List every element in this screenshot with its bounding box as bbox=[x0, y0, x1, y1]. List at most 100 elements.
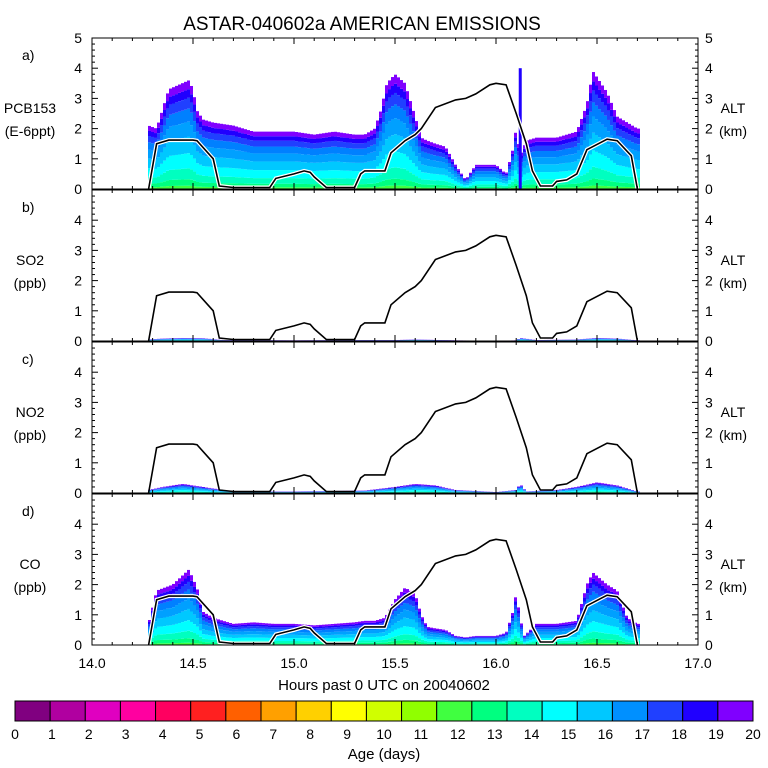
stack-segment bbox=[403, 485, 406, 487]
stack-segment bbox=[472, 171, 475, 174]
stack-segment bbox=[625, 132, 628, 140]
stack-segment bbox=[445, 148, 448, 152]
stack-segment bbox=[307, 133, 310, 139]
stack-segment bbox=[241, 144, 244, 152]
stack-segment bbox=[532, 187, 535, 189]
stack-segment bbox=[598, 122, 601, 138]
stack-segment bbox=[430, 490, 433, 492]
stack-segment bbox=[517, 490, 520, 492]
stack-segment bbox=[307, 178, 310, 185]
stack-segment bbox=[568, 142, 571, 149]
stack-segment bbox=[265, 136, 268, 141]
stack-segment bbox=[286, 153, 289, 162]
stack-segment bbox=[283, 178, 286, 184]
stack-segment bbox=[430, 154, 433, 161]
stack-segment bbox=[274, 146, 277, 154]
stack-segment bbox=[415, 488, 418, 491]
stack-segment bbox=[442, 180, 445, 186]
stack-segment bbox=[259, 146, 262, 154]
stack-segment bbox=[562, 184, 565, 188]
stack-segment bbox=[469, 181, 472, 184]
stack-segment bbox=[415, 156, 418, 167]
stack-segment bbox=[424, 143, 427, 148]
y-tick-label-right: 1 bbox=[705, 151, 713, 167]
stack-segment bbox=[397, 185, 400, 189]
stack-segment bbox=[469, 187, 472, 189]
stack-segment bbox=[208, 186, 211, 189]
stack-segment bbox=[175, 112, 178, 126]
stack-segment bbox=[610, 147, 613, 161]
stack-segment bbox=[553, 145, 556, 152]
stack-segment bbox=[262, 178, 265, 184]
stack-segment bbox=[166, 486, 169, 488]
stack-segment bbox=[175, 154, 178, 170]
stack-segment bbox=[169, 488, 172, 490]
stack-segment bbox=[400, 485, 403, 487]
stack-segment bbox=[196, 491, 199, 493]
stack-segment bbox=[184, 98, 187, 110]
stack-segment bbox=[448, 185, 451, 188]
stack-segment bbox=[583, 163, 586, 175]
stack-segment bbox=[562, 135, 565, 140]
stack-segment bbox=[211, 167, 214, 177]
stack-segment bbox=[190, 169, 193, 180]
stack-segment bbox=[421, 142, 424, 147]
stack-segment bbox=[400, 179, 403, 186]
stack-segment bbox=[280, 140, 283, 147]
stack-segment bbox=[418, 491, 421, 493]
stack-segment bbox=[475, 164, 478, 167]
stack-segment bbox=[535, 184, 538, 188]
stack-segment bbox=[559, 171, 562, 180]
stack-segment bbox=[430, 180, 433, 185]
stack-segment bbox=[244, 160, 247, 170]
stack-segment bbox=[607, 103, 610, 111]
stack-segment bbox=[385, 124, 388, 140]
stack-segment bbox=[178, 491, 181, 493]
stack-segment bbox=[550, 172, 553, 180]
panels-group: 0 01 12 23 34 45 5a)PCB153(E-6ppt)ALT(km)0 01 12… bbox=[4, 30, 747, 653]
stack-segment bbox=[193, 144, 196, 159]
stack-segment bbox=[523, 148, 526, 153]
stack-segment bbox=[574, 178, 577, 184]
stack-segment bbox=[208, 182, 211, 187]
y-tick-label-left: 3 bbox=[74, 90, 82, 106]
stack-segment bbox=[601, 154, 604, 170]
stack-segment bbox=[172, 487, 175, 489]
stack-segment bbox=[436, 486, 439, 488]
stack-segment bbox=[358, 155, 361, 163]
stack-segment bbox=[220, 129, 223, 135]
stack-segment bbox=[250, 130, 253, 136]
stack-segment bbox=[154, 187, 157, 189]
stack-segment bbox=[400, 108, 403, 122]
stack-segment bbox=[319, 142, 322, 149]
stack-segment bbox=[184, 153, 187, 169]
stack-segment bbox=[637, 128, 640, 134]
stack-segment bbox=[301, 137, 304, 142]
stack-segment bbox=[178, 169, 181, 180]
stack-segment bbox=[616, 175, 619, 183]
stack-segment bbox=[580, 137, 583, 146]
stack-segment bbox=[448, 159, 451, 164]
stack-segment bbox=[250, 146, 253, 154]
stack-segment bbox=[238, 168, 241, 178]
stack-segment bbox=[406, 489, 409, 491]
stack-segment bbox=[322, 187, 325, 189]
stack-segment bbox=[232, 125, 235, 131]
stack-segment bbox=[400, 168, 403, 180]
stack-segment bbox=[286, 131, 289, 137]
stack-segment bbox=[499, 179, 502, 183]
panel-b: 0 01 12 23 34 4b)SO2(ppb)ALT(km) bbox=[14, 189, 747, 349]
stack-segment bbox=[376, 186, 379, 189]
stack-segment bbox=[325, 154, 328, 163]
stack-segment bbox=[559, 140, 562, 145]
stack-segment bbox=[199, 115, 202, 122]
stack-segment bbox=[376, 490, 379, 492]
stack-segment bbox=[415, 484, 418, 486]
stack-segment bbox=[625, 182, 628, 187]
stack-segment bbox=[565, 489, 568, 491]
stack-segment bbox=[193, 491, 196, 493]
stack-segment bbox=[514, 183, 517, 188]
stack-segment bbox=[238, 137, 241, 144]
stack-segment bbox=[376, 138, 379, 147]
stack-segment bbox=[514, 162, 517, 171]
